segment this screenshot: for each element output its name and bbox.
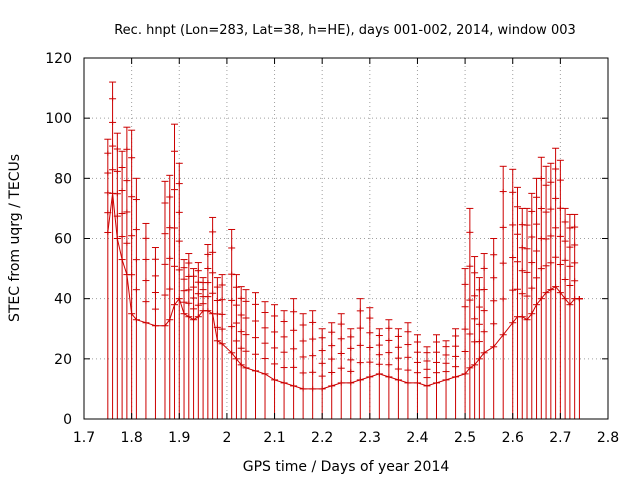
error-bar — [518, 207, 526, 419]
error-bar — [366, 307, 374, 419]
x-tick-label: 2.1 — [263, 430, 285, 446]
error-bar — [413, 334, 421, 419]
error-bar — [118, 150, 126, 419]
error-bar — [199, 277, 207, 419]
x-tick-label: 1.8 — [121, 430, 143, 446]
error-bar — [499, 165, 507, 419]
error-bar — [175, 162, 183, 419]
error-bar — [509, 168, 517, 419]
y-tick-label: 120 — [45, 51, 72, 67]
error-bar — [151, 247, 159, 419]
error-bar — [280, 310, 288, 419]
y-tick-label: 80 — [54, 171, 72, 187]
error-bar — [290, 298, 298, 419]
x-tick-label: 2.8 — [597, 430, 619, 446]
x-tick-label: 2.7 — [549, 430, 571, 446]
error-bar — [309, 310, 317, 419]
error-bar — [533, 177, 541, 419]
x-tick-label: 2.4 — [406, 430, 428, 446]
error-bar — [232, 274, 240, 419]
y-tick-label: 60 — [54, 232, 72, 248]
x-tick-label: 2 — [222, 430, 231, 446]
error-bar — [461, 268, 469, 419]
error-bar — [180, 259, 188, 419]
chart-title: Rec. hnpt (Lon=283, Lat=38, h=HE), days … — [114, 23, 576, 38]
error-bar — [128, 129, 136, 419]
series-line — [107, 193, 580, 390]
error-bar — [132, 177, 140, 419]
data-points — [104, 81, 583, 419]
x-tick-label: 2.3 — [359, 430, 381, 446]
error-bar — [547, 162, 555, 419]
error-bar — [104, 138, 112, 419]
x-tick-label: 1.9 — [168, 430, 190, 446]
error-bar — [194, 262, 202, 419]
x-axis-label: GPS time / Days of year 2014 — [243, 459, 450, 475]
error-bar — [237, 286, 245, 419]
error-bar — [242, 289, 250, 419]
error-bar — [385, 319, 393, 419]
error-bar — [166, 174, 174, 419]
error-bar — [466, 207, 474, 419]
x-tick-label: 2.2 — [311, 430, 333, 446]
error-bar — [475, 277, 483, 419]
error-bar — [561, 207, 569, 419]
error-bar — [537, 156, 545, 419]
error-bar — [261, 301, 269, 419]
error-bar — [228, 228, 236, 419]
error-bar — [490, 238, 498, 419]
error-bar — [271, 304, 279, 419]
error-bar — [471, 256, 479, 419]
x-tick-label: 1.7 — [73, 430, 95, 446]
axis-ticks: 1.7 1.8 1.9 2 2.1 2.2 2.3 2.4 2.5 2.6 2.7 2.8 0 20 40 6… — [45, 51, 619, 446]
y-axis-label: STEC from uqrg / TECUs — [7, 154, 23, 322]
y-tick-label: 0 — [63, 412, 72, 428]
error-bar — [204, 244, 212, 419]
x-tick-label: 2.6 — [502, 430, 524, 446]
error-bar — [528, 192, 536, 419]
error-bar — [251, 292, 259, 419]
error-bar — [347, 328, 355, 419]
y-tick-label: 20 — [54, 352, 72, 368]
x-tick-label: 2.5 — [454, 430, 476, 446]
y-tick-label: 40 — [54, 292, 72, 308]
error-bar — [404, 322, 412, 419]
error-bar — [452, 328, 460, 419]
y-tick-label: 100 — [45, 111, 72, 127]
error-bar — [299, 313, 307, 419]
error-bar — [556, 159, 564, 419]
error-bar — [356, 298, 364, 419]
